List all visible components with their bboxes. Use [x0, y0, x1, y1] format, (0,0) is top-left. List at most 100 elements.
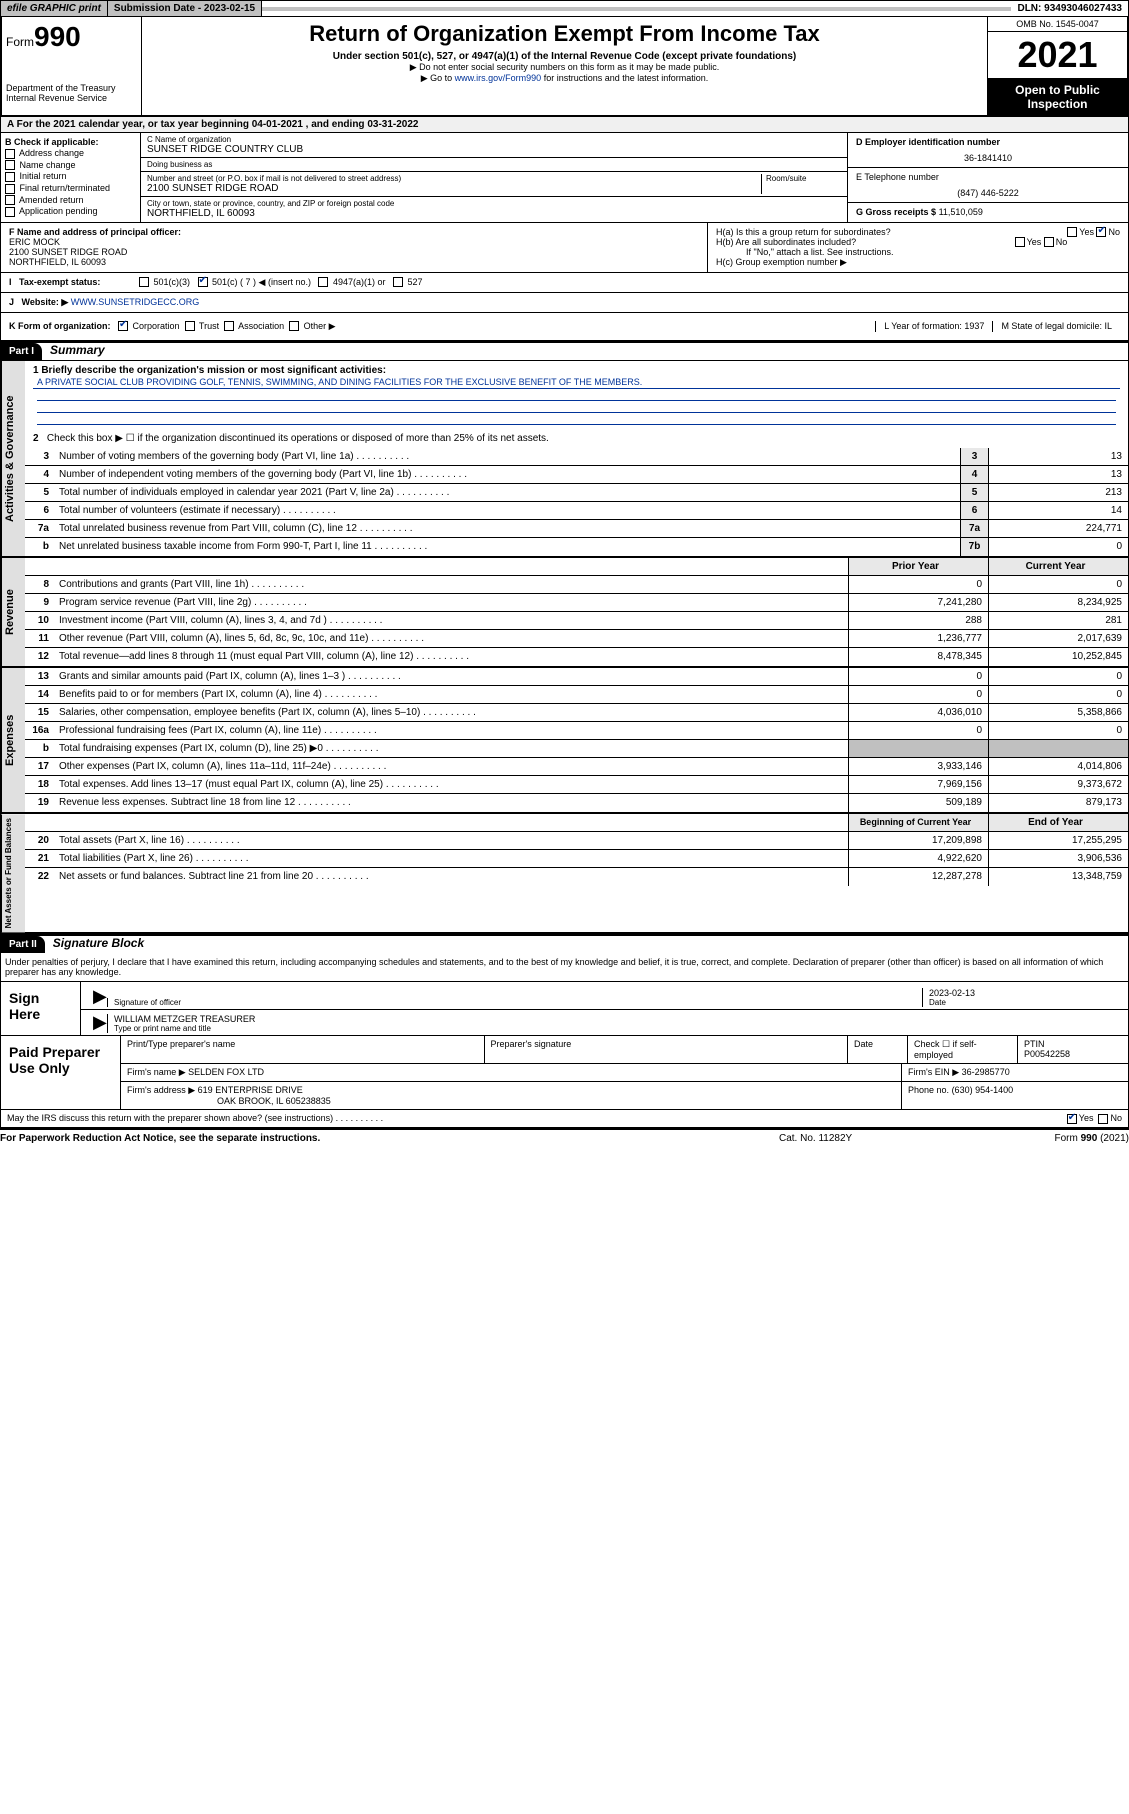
gov-txt-2: Total number of individuals employed in …: [55, 485, 960, 500]
rev-txt-0: Contributions and grants (Part VIII, lin…: [55, 577, 848, 592]
colb-item-4[interactable]: Amended return: [5, 195, 136, 206]
discuss-yes-checkbox[interactable]: [1067, 1114, 1077, 1124]
net-txt-0: Total assets (Part X, line 16): [55, 833, 848, 848]
year-formation: L Year of formation: 1937: [875, 321, 992, 332]
form-note-goto: ▶ Go to www.irs.gov/Form990 for instruct…: [146, 73, 983, 84]
exp-cy-4: [988, 740, 1128, 757]
tax-status-opt-2[interactable]: 4947(a)(1) or: [318, 277, 393, 287]
tax-status-opt-1[interactable]: 501(c) ( 7 ) ◀ (insert no.): [198, 277, 319, 287]
signer-name-label: Type or print name and title: [114, 1024, 1116, 1033]
tax-status-opt-3[interactable]: 527: [393, 277, 430, 287]
discuss-no-checkbox[interactable]: [1098, 1114, 1108, 1124]
gov-num-5: b: [25, 541, 55, 552]
gov-box-5: 7b: [960, 538, 988, 556]
gov-val-0: 13: [988, 448, 1128, 465]
rev-py-4: 8,478,345: [848, 648, 988, 666]
rev-cy-2: 281: [988, 612, 1128, 629]
exp-num-0: 13: [25, 671, 55, 682]
dln-label: DLN: 93493046027433: [1011, 1, 1128, 16]
exp-txt-4: Total fundraising expenses (Part IX, col…: [55, 741, 848, 756]
exp-num-4: b: [25, 743, 55, 754]
hb-no-checkbox[interactable]: [1044, 237, 1054, 247]
rev-num-0: 8: [25, 579, 55, 590]
officer-addr2: NORTHFIELD, IL 60093: [9, 257, 699, 267]
exp-py-2: 4,036,010: [848, 704, 988, 721]
firm-name: SELDEN FOX LTD: [188, 1067, 264, 1077]
form-footer: Form 990 (2021): [979, 1133, 1129, 1144]
net-py-0: 17,209,898: [848, 832, 988, 849]
website-link[interactable]: WWW.SUNSETRIDGECC.ORG: [71, 297, 200, 307]
gov-txt-0: Number of voting members of the governin…: [55, 449, 960, 464]
rev-num-4: 12: [25, 651, 55, 662]
officer-label: F Name and address of principal officer:: [9, 227, 699, 237]
exp-py-1: 0: [848, 686, 988, 703]
colb-item-1[interactable]: Name change: [5, 160, 136, 171]
colb-item-0[interactable]: Address change: [5, 148, 136, 159]
room-label: Room/suite: [766, 174, 841, 183]
exp-cy-6: 9,373,672: [988, 776, 1128, 793]
net-py-2: 12,287,278: [848, 868, 988, 886]
firm-name-label: Firm's name ▶: [127, 1067, 186, 1077]
prior-year-header: Prior Year: [848, 558, 988, 575]
firm-addr2: OAK BROOK, IL 605238835: [127, 1096, 331, 1106]
exp-num-5: 17: [25, 761, 55, 772]
sig-date: 2023-02-13: [929, 988, 1116, 998]
colb-item-5[interactable]: Application pending: [5, 206, 136, 217]
exp-num-2: 15: [25, 707, 55, 718]
exp-cy-3: 0: [988, 722, 1128, 739]
signature-declaration: Under penalties of perjury, I declare th…: [1, 953, 1128, 982]
colb-item-2[interactable]: Initial return: [5, 171, 136, 182]
ptin-label: PTIN: [1024, 1039, 1045, 1049]
vtab-revenue: Revenue: [1, 558, 25, 666]
ha-label: H(a) Is this a group return for subordin…: [716, 227, 891, 237]
org-form-opt-2[interactable]: Association: [219, 321, 284, 331]
hb-yes-checkbox[interactable]: [1015, 237, 1025, 247]
irs-label: Internal Revenue Service: [6, 93, 137, 103]
exp-txt-1: Benefits paid to or for members (Part IX…: [55, 687, 848, 702]
firm-addr1: 619 ENTERPRISE DRIVE: [198, 1085, 303, 1095]
exp-cy-1: 0: [988, 686, 1128, 703]
hc-label: H(c) Group exemption number ▶: [716, 257, 1120, 268]
rev-num-1: 9: [25, 597, 55, 608]
firm-phone-label: Phone no.: [908, 1085, 949, 1095]
efile-print-button[interactable]: efile GRAPHIC print: [1, 1, 108, 16]
prep-date-hdr: Date: [848, 1036, 908, 1063]
gov-num-2: 5: [25, 487, 55, 498]
rev-cy-3: 2,017,639: [988, 630, 1128, 647]
beginning-year-header: Beginning of Current Year: [848, 814, 988, 831]
tax-status-opt-0[interactable]: 501(c)(3): [139, 277, 198, 287]
irs-link[interactable]: www.irs.gov/Form990: [455, 73, 542, 83]
org-form-opt-1[interactable]: Trust: [180, 321, 220, 331]
org-form-opt-0[interactable]: Corporation: [113, 321, 180, 331]
net-num-1: 21: [25, 853, 55, 864]
exp-txt-5: Other expenses (Part IX, column (A), lin…: [55, 759, 848, 774]
dba-label: Doing business as: [147, 160, 841, 169]
exp-py-5: 3,933,146: [848, 758, 988, 775]
ha-no-checkbox[interactable]: [1096, 227, 1106, 237]
mission-blank-2: [37, 401, 1116, 413]
rev-py-2: 288: [848, 612, 988, 629]
prep-name-hdr: Print/Type preparer's name: [121, 1036, 485, 1063]
colb-item-3[interactable]: Final return/terminated: [5, 183, 136, 194]
rev-py-3: 1,236,777: [848, 630, 988, 647]
officer-addr1: 2100 SUNSET RIDGE ROAD: [9, 247, 699, 257]
gov-box-1: 4: [960, 466, 988, 483]
state-domicile: M State of legal domicile: IL: [992, 321, 1120, 332]
form-subtitle-1: Under section 501(c), 527, or 4947(a)(1)…: [146, 51, 983, 62]
ha-yes-checkbox[interactable]: [1067, 227, 1077, 237]
gov-box-0: 3: [960, 448, 988, 465]
rev-py-1: 7,241,280: [848, 594, 988, 611]
rev-cy-4: 10,252,845: [988, 648, 1128, 666]
exp-py-4: [848, 740, 988, 757]
dept-label: Department of the Treasury: [6, 83, 137, 93]
hb-label: H(b) Are all subordinates included?: [716, 237, 856, 247]
sig-officer-label: Signature of officer: [114, 998, 916, 1007]
phone-value: (847) 446-5222: [856, 188, 1120, 198]
exp-num-7: 19: [25, 797, 55, 808]
current-year-header: Current Year: [988, 558, 1128, 575]
exp-num-3: 16a: [25, 725, 55, 736]
firm-ein: 36-2985770: [962, 1067, 1010, 1077]
org-form-opt-3[interactable]: Other ▶: [284, 321, 335, 331]
org-name-label: C Name of organization: [147, 135, 841, 144]
firm-addr-label: Firm's address ▶: [127, 1085, 195, 1095]
